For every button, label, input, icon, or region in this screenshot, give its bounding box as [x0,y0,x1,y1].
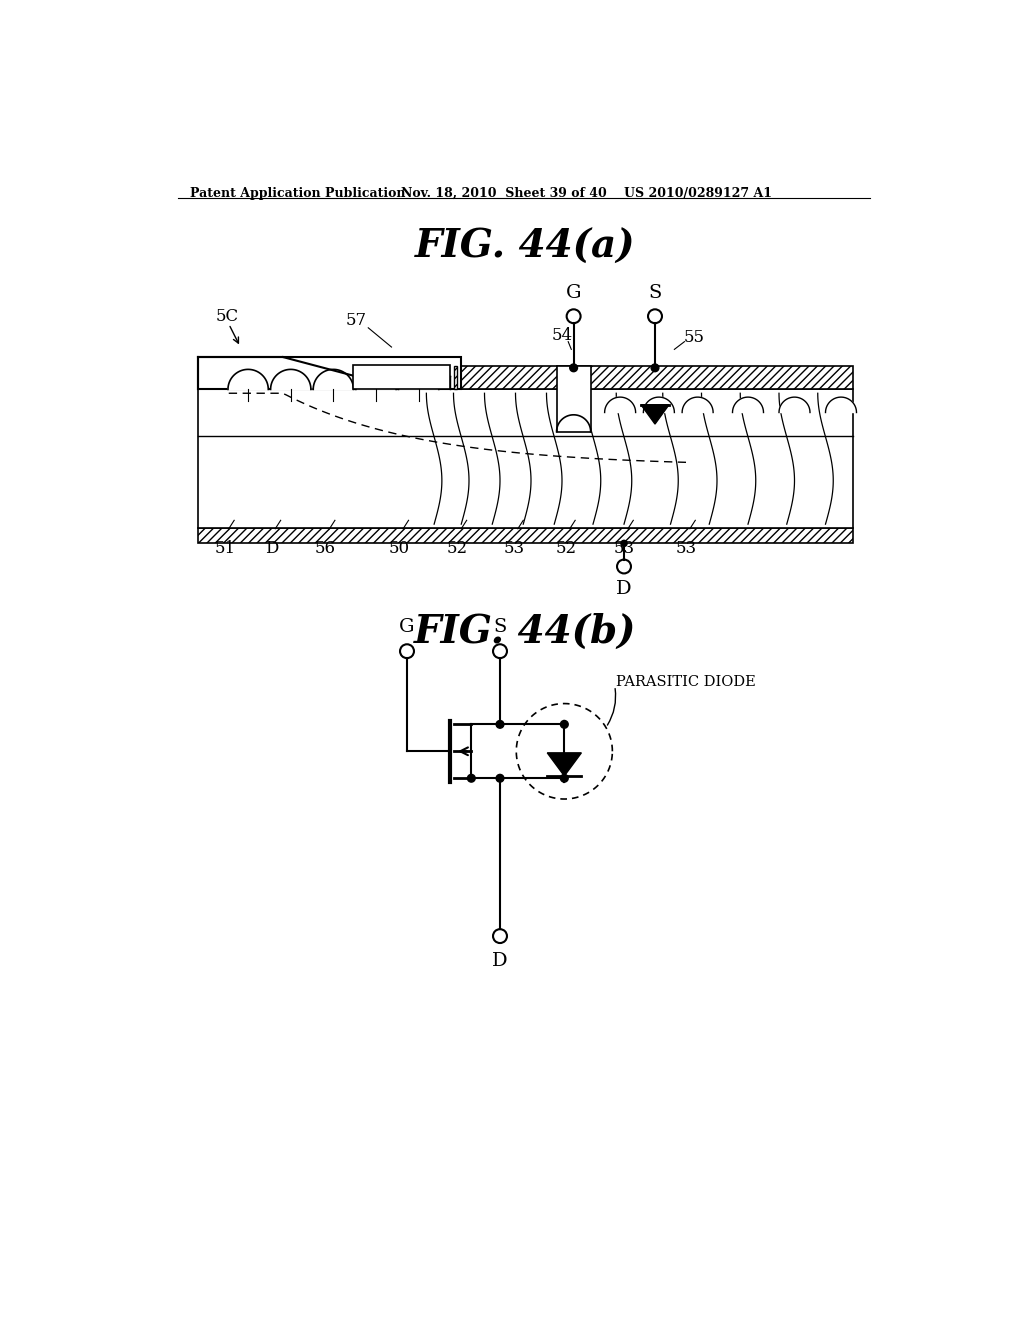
Polygon shape [398,370,438,389]
Polygon shape [356,370,396,389]
Bar [557,366,592,432]
Text: G: G [399,618,415,636]
Circle shape [560,721,568,729]
Text: D: D [493,952,508,969]
Polygon shape [604,397,636,412]
Text: 53: 53 [613,540,635,557]
Polygon shape [547,752,582,776]
Bar [198,358,461,389]
Polygon shape [313,370,353,389]
Circle shape [467,775,475,781]
Text: 53: 53 [676,540,696,557]
Text: 55: 55 [683,329,705,346]
Polygon shape [228,370,268,389]
Text: 52: 52 [555,540,577,557]
Text: S: S [494,618,507,636]
Circle shape [496,775,504,781]
Circle shape [651,364,658,372]
Bar [198,528,853,544]
Text: Nov. 18, 2010  Sheet 39 of 40: Nov. 18, 2010 Sheet 39 of 40 [400,187,606,199]
Circle shape [560,775,568,781]
Text: 54: 54 [552,327,572,345]
Bar [454,367,458,389]
Bar [198,389,853,528]
Polygon shape [779,397,810,412]
Bar [461,367,853,389]
Bar [352,364,450,389]
Text: D: D [264,540,279,557]
Polygon shape [643,397,675,412]
Text: 56: 56 [315,540,336,557]
Text: 53: 53 [504,540,524,557]
Circle shape [569,364,578,372]
Polygon shape [557,414,591,432]
Circle shape [496,721,504,729]
Polygon shape [682,397,713,412]
Text: G: G [566,284,582,302]
Text: FIG. 44(a): FIG. 44(a) [415,227,635,265]
Text: Patent Application Publication: Patent Application Publication [190,187,406,199]
Polygon shape [732,397,764,412]
Polygon shape [270,370,311,389]
Polygon shape [825,397,856,412]
Text: 57: 57 [346,312,368,329]
Circle shape [621,540,627,546]
Text: FIG. 44(b): FIG. 44(b) [414,612,636,651]
Text: D: D [616,581,632,598]
Text: 50: 50 [389,540,410,557]
Text: 52: 52 [446,540,468,557]
Text: US 2010/0289127 A1: US 2010/0289127 A1 [624,187,772,199]
Text: 5C: 5C [216,308,239,325]
Text: PARASITIC DIODE: PARASITIC DIODE [616,675,756,689]
Text: 51: 51 [214,540,236,557]
Text: S: S [648,284,662,302]
Polygon shape [641,405,669,424]
